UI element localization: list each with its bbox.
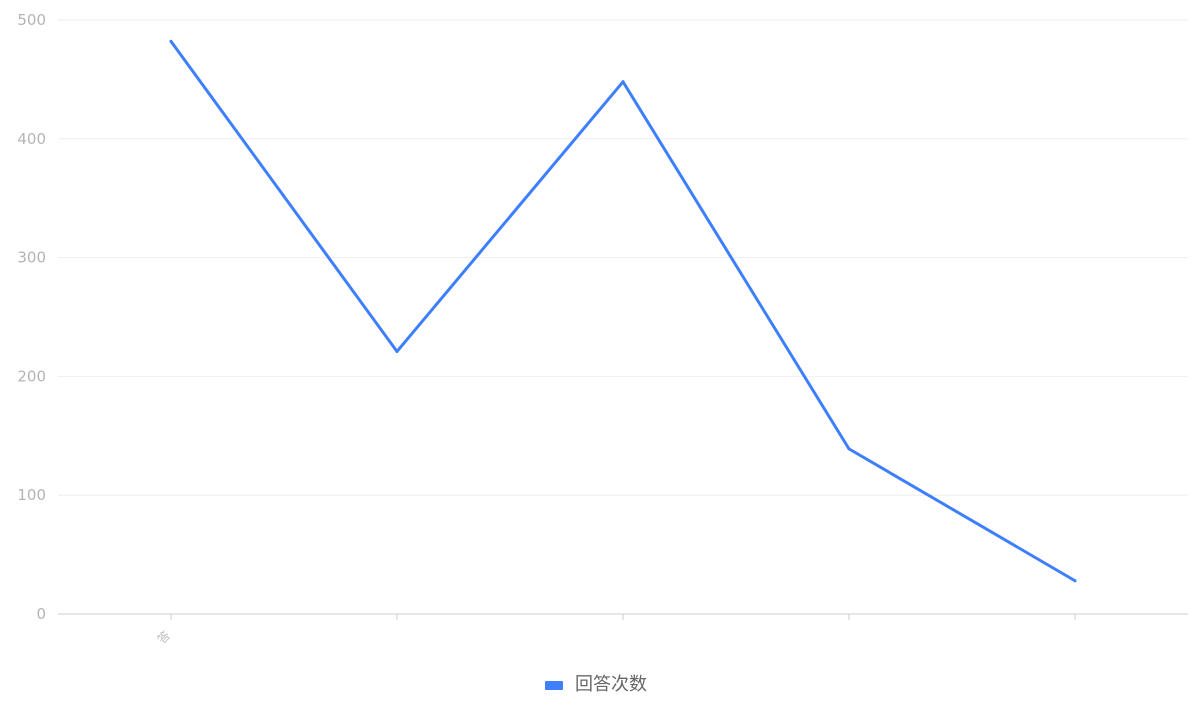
y-axis: 0 100 200 300 400 500 [17,11,46,623]
data-point [621,80,625,84]
series-layer [169,39,1077,583]
data-point [847,447,851,451]
y-tick-label: 500 [17,11,46,29]
y-tick-label: 200 [17,367,46,385]
data-point [395,349,399,353]
legend-label: 回答次数 [575,674,647,695]
x-tick-label: 答 [154,628,173,647]
x-axis: 答 [58,613,1188,647]
data-point [169,39,173,43]
series-line [169,39,1077,583]
y-tick-label: 100 [17,486,46,504]
legend-swatch [545,680,563,690]
y-tick-label: 400 [17,130,46,148]
y-tick-label: 0 [36,605,46,623]
y-tick-label: 300 [17,249,46,267]
legend[interactable]: 回答次数 [0,676,1192,694]
grid-lines [58,19,1188,496]
line-chart: 0 100 200 300 400 500 答 [17,11,1188,647]
data-point [1073,579,1077,583]
